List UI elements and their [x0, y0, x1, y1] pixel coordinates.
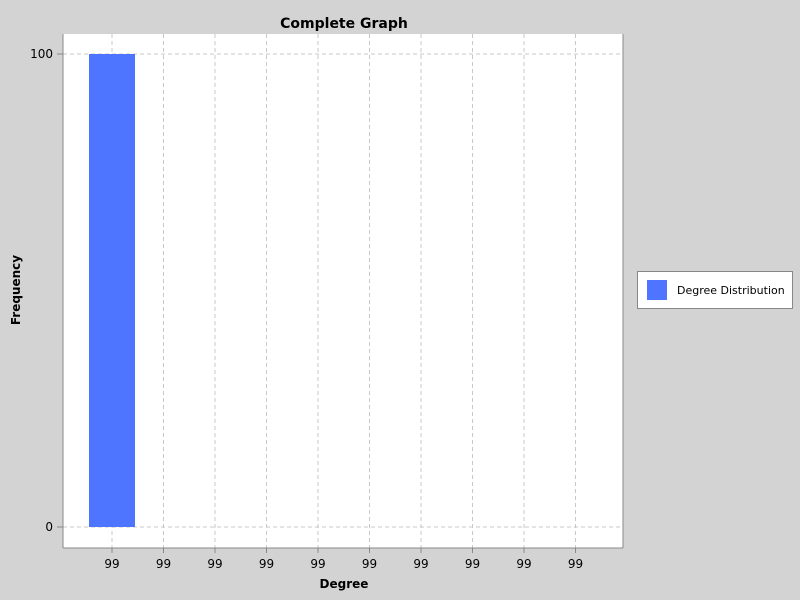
x-tick-label: 99	[568, 557, 583, 571]
x-tick-label: 99	[465, 557, 480, 571]
x-tick-label: 99	[207, 557, 222, 571]
y-ticks: 0 100	[30, 47, 63, 534]
x-tick-label: 99	[156, 557, 171, 571]
y-tick-label: 100	[30, 47, 53, 61]
plot-area	[63, 34, 623, 548]
bar	[89, 54, 135, 527]
x-tick-label: 99	[516, 557, 531, 571]
bars	[89, 54, 135, 527]
x-tick-label: 99	[362, 557, 377, 571]
chart-title: Complete Graph	[280, 16, 408, 32]
x-ticks: 99 99 99 99 99 99 99 99 99 99	[104, 548, 583, 571]
x-tick-label: 99	[104, 557, 119, 571]
x-tick-label: 99	[310, 557, 325, 571]
x-tick-label: 99	[259, 557, 274, 571]
legend: Degree Distribution	[637, 271, 793, 309]
y-axis-label: Frequency	[9, 255, 23, 325]
x-axis-label: Degree	[320, 577, 369, 591]
legend-swatch	[647, 280, 667, 300]
y-tick-label: 0	[45, 520, 53, 534]
legend-label: Degree Distribution	[677, 283, 785, 297]
x-tick-label: 99	[413, 557, 428, 571]
